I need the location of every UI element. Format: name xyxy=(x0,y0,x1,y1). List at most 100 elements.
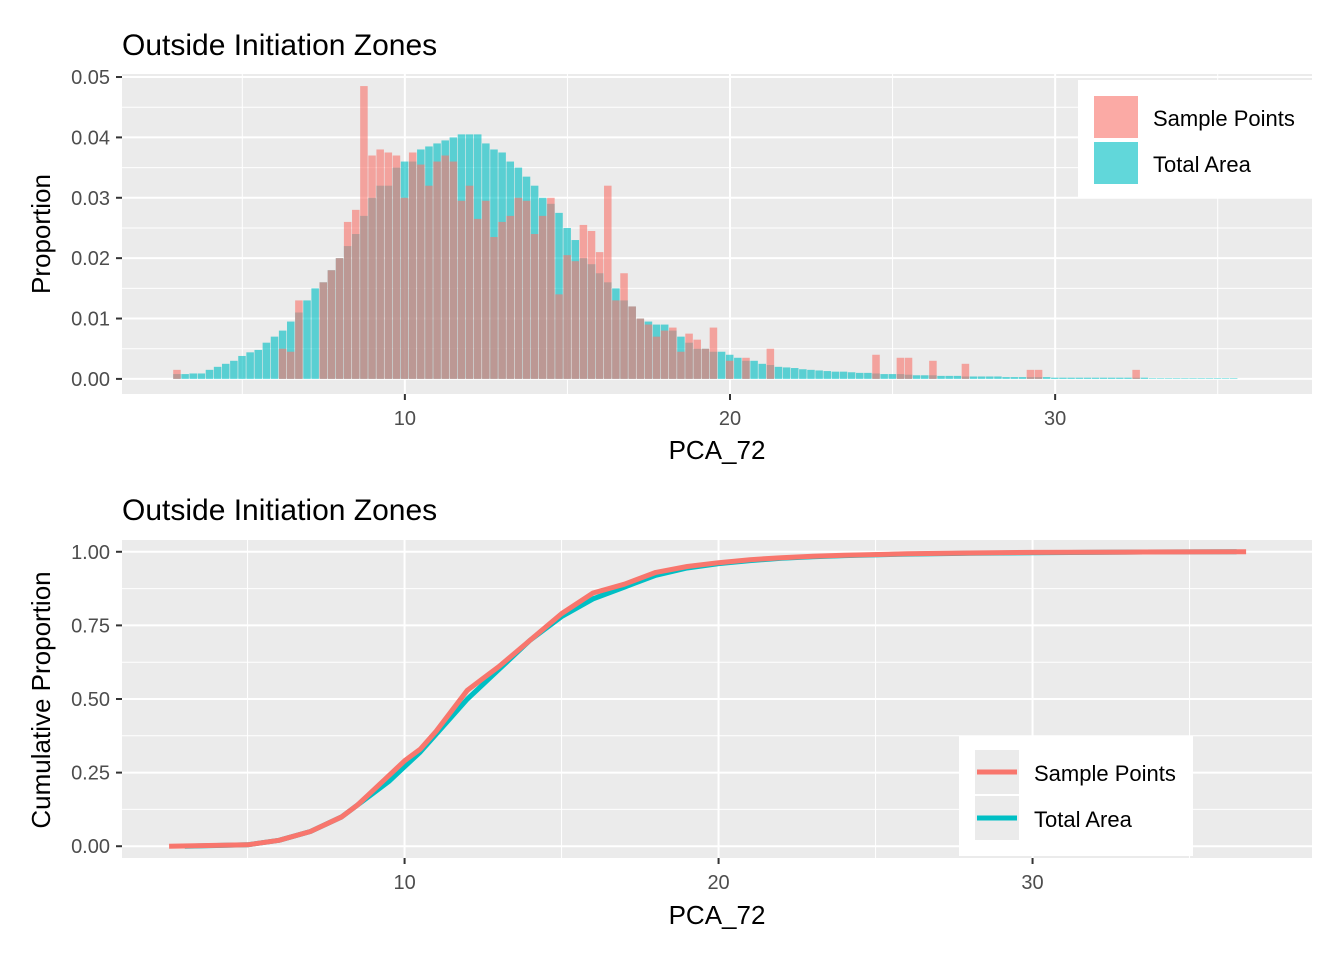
bar-sample-points xyxy=(327,270,336,379)
bar-total-area xyxy=(246,352,254,379)
bar-total-area xyxy=(1156,378,1165,379)
bar-sample-points xyxy=(709,327,718,379)
bar-total-area xyxy=(197,373,206,379)
bar-total-area xyxy=(864,372,872,379)
bar-total-area xyxy=(254,349,263,379)
bar-sample-points xyxy=(636,318,645,379)
bar-total-area xyxy=(230,360,238,379)
bar-total-area xyxy=(717,351,726,379)
bar-sample-points xyxy=(368,155,376,379)
y-tick-label: 0.50 xyxy=(71,689,110,711)
bar-total-area xyxy=(181,374,189,379)
bar-total-area xyxy=(1018,377,1027,379)
bar-total-area xyxy=(1205,378,1214,379)
x-tick-label: 10 xyxy=(393,872,415,894)
bar-total-area xyxy=(262,342,271,379)
cumulative-y-axis-ticks: 0.00 0.25 0.50 0.75 1.00 xyxy=(71,542,122,858)
bar-total-area xyxy=(1189,378,1197,379)
bar-sample-points xyxy=(514,197,523,379)
bar-sample-points xyxy=(628,306,636,379)
bar-sample-points xyxy=(612,300,620,379)
bar-total-area xyxy=(953,375,962,379)
histogram-x-axis-ticks: 10 20 30 xyxy=(394,394,1066,430)
bar-sample-points xyxy=(547,197,555,379)
bar-sample-points xyxy=(335,258,344,379)
bar-total-area xyxy=(921,375,929,379)
bar-sample-points xyxy=(579,224,588,379)
bar-sample-points xyxy=(766,348,775,379)
bar-sample-points xyxy=(1132,369,1140,379)
bar-sample-points xyxy=(384,152,393,379)
bar-sample-points xyxy=(408,152,417,379)
bar-sample-points xyxy=(287,351,295,379)
bar-total-area xyxy=(303,300,311,379)
histogram-title: Outside Initiation Zones xyxy=(122,29,437,62)
bar-sample-points xyxy=(929,360,937,379)
bar-total-area xyxy=(986,376,994,379)
bar-total-area xyxy=(1221,378,1230,379)
histogram-x-axis-title: PCA_72 xyxy=(669,435,766,465)
bar-total-area xyxy=(994,376,1002,379)
bar-total-area xyxy=(1164,378,1173,379)
bar-sample-points xyxy=(725,360,734,379)
legend-label-sample-points-cumulative: Sample Points xyxy=(1034,761,1176,786)
bar-total-area xyxy=(1083,377,1092,379)
bar-total-area xyxy=(1099,377,1108,379)
bar-sample-points xyxy=(620,273,628,379)
bar-total-area xyxy=(1059,377,1067,379)
bar-total-area xyxy=(945,375,953,379)
bar-total-area xyxy=(1051,377,1059,379)
bar-total-area xyxy=(750,360,758,379)
bar-sample-points xyxy=(425,185,433,379)
bar-sample-points xyxy=(441,155,449,379)
bar-sample-points xyxy=(571,261,580,379)
bar-total-area xyxy=(311,288,319,379)
bar-total-area xyxy=(799,369,807,379)
legend-key-total-area xyxy=(1094,142,1138,184)
bar-total-area xyxy=(912,375,921,379)
bar-sample-points xyxy=(660,330,669,379)
bar-sample-points xyxy=(343,221,352,379)
bar-sample-points xyxy=(482,200,490,379)
bar-total-area xyxy=(937,375,945,379)
bar-sample-points xyxy=(400,197,409,379)
bar-total-area xyxy=(205,369,214,379)
bar-total-area xyxy=(888,374,897,379)
bar-sample-points xyxy=(701,348,710,379)
bar-sample-points xyxy=(896,357,905,379)
bar-sample-points xyxy=(360,86,368,379)
y-tick-label: 0.02 xyxy=(71,248,110,270)
bar-sample-points xyxy=(530,234,539,379)
histogram-y-axis-ticks: 0.00 0.01 0.02 0.03 0.04 0.05 xyxy=(71,67,122,391)
bar-sample-points xyxy=(295,300,303,379)
bar-total-area xyxy=(880,374,888,379)
bar-total-area xyxy=(977,376,986,379)
legend-key-sample-points xyxy=(1094,96,1138,138)
bar-sample-points xyxy=(595,252,604,379)
bar-total-area xyxy=(189,373,197,379)
bar-total-area xyxy=(1002,377,1010,379)
bar-total-area xyxy=(1107,377,1116,379)
bar-total-area xyxy=(774,366,783,379)
histogram-sample-points-bars xyxy=(173,86,1140,379)
x-tick-label: 20 xyxy=(707,872,729,894)
histogram-y-axis-title: Proportion xyxy=(26,174,56,294)
bar-total-area xyxy=(790,368,799,379)
bar-total-area xyxy=(807,369,815,379)
bar-sample-points xyxy=(669,327,677,379)
x-tick-label: 30 xyxy=(1021,872,1043,894)
bar-total-area xyxy=(831,371,840,379)
bar-total-area xyxy=(734,357,742,379)
bar-sample-points xyxy=(1026,369,1035,379)
bar-sample-points xyxy=(685,333,693,379)
bar-sample-points xyxy=(644,324,653,379)
bar-total-area xyxy=(969,376,978,379)
cumulative-y-axis-title: Cumulative Proportion xyxy=(26,571,56,828)
x-tick-label: 30 xyxy=(1044,408,1066,430)
bar-total-area xyxy=(287,321,295,379)
histogram-panel: Outside Initiation Zones 0.000.010.020.0… xyxy=(26,29,1312,465)
bar-sample-points xyxy=(538,215,547,379)
bar-sample-points xyxy=(433,161,441,379)
bar-total-area xyxy=(270,336,279,379)
